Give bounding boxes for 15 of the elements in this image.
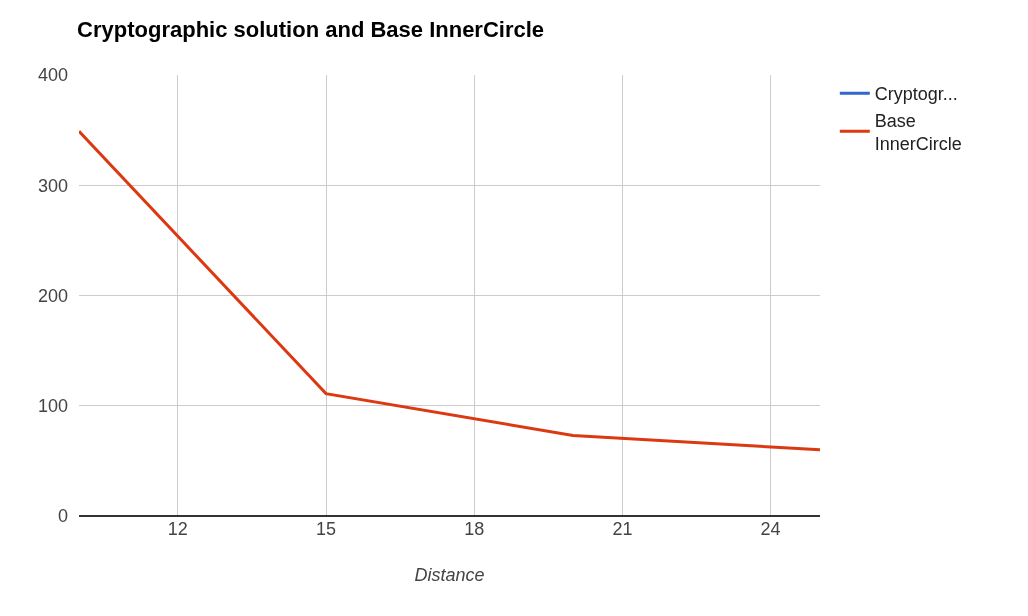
y-tick-label: 300	[37, 175, 68, 196]
chart-title: Cryptographic solution and Base InnerCircle	[77, 16, 545, 42]
x-tick-label: 24	[760, 519, 781, 539]
legend-label: Base InnerCircle	[874, 110, 962, 155]
x-tick-label: 12	[167, 519, 188, 539]
legend-label: Cryptogr...	[874, 84, 958, 105]
x-tick-label: 18	[464, 519, 485, 539]
y-tick-label: 100	[37, 396, 68, 417]
line-series	[79, 129, 820, 452]
y-tick-label: 200	[37, 285, 68, 306]
x-tick-label: 15	[315, 519, 337, 539]
y-tick-label: 400	[37, 65, 68, 86]
y-tick-label: 0	[57, 506, 68, 527]
x-tick-label: 21	[612, 519, 633, 539]
x-axis-title: Distance	[414, 565, 485, 586]
